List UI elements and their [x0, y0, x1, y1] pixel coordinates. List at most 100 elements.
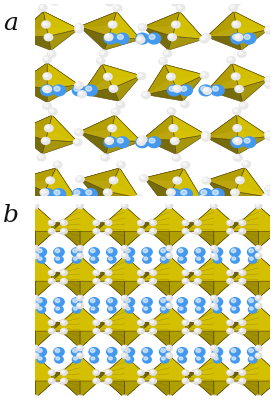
- Polygon shape: [96, 372, 153, 398]
- Circle shape: [93, 270, 100, 276]
- Circle shape: [138, 221, 141, 223]
- Circle shape: [54, 161, 62, 168]
- Circle shape: [201, 134, 210, 141]
- Polygon shape: [269, 188, 273, 206]
- Circle shape: [197, 357, 200, 360]
- Circle shape: [4, 220, 10, 226]
- Circle shape: [235, 155, 239, 158]
- Circle shape: [212, 348, 222, 356]
- Circle shape: [37, 356, 46, 363]
- Circle shape: [61, 220, 67, 226]
- Polygon shape: [209, 244, 246, 257]
- Circle shape: [109, 85, 118, 92]
- Circle shape: [234, 154, 242, 161]
- Circle shape: [49, 329, 52, 332]
- Circle shape: [160, 58, 164, 62]
- Circle shape: [89, 298, 99, 306]
- Circle shape: [72, 298, 82, 306]
- Circle shape: [240, 271, 243, 273]
- Circle shape: [231, 349, 236, 352]
- Circle shape: [78, 346, 81, 348]
- Circle shape: [78, 396, 81, 398]
- Circle shape: [75, 129, 83, 136]
- Polygon shape: [52, 306, 80, 348]
- Polygon shape: [80, 179, 108, 205]
- Circle shape: [94, 370, 97, 373]
- Circle shape: [235, 138, 238, 142]
- Circle shape: [233, 74, 236, 77]
- Polygon shape: [80, 168, 120, 192]
- Circle shape: [244, 138, 250, 143]
- Polygon shape: [186, 223, 242, 248]
- Polygon shape: [0, 372, 19, 398]
- Circle shape: [203, 178, 207, 181]
- Circle shape: [211, 395, 217, 400]
- Circle shape: [52, 0, 55, 2]
- Circle shape: [72, 189, 85, 200]
- Circle shape: [90, 356, 98, 363]
- Circle shape: [266, 28, 269, 31]
- Circle shape: [255, 295, 262, 301]
- Circle shape: [182, 228, 189, 234]
- Circle shape: [77, 303, 83, 308]
- Circle shape: [177, 348, 187, 356]
- Circle shape: [169, 190, 175, 195]
- Circle shape: [46, 177, 54, 184]
- Polygon shape: [172, 115, 206, 134]
- Circle shape: [105, 259, 108, 262]
- Circle shape: [94, 221, 97, 223]
- Polygon shape: [79, 132, 109, 154]
- Polygon shape: [16, 115, 52, 140]
- Circle shape: [202, 177, 210, 184]
- Circle shape: [32, 253, 39, 258]
- Circle shape: [17, 229, 20, 232]
- Polygon shape: [79, 12, 117, 26]
- Circle shape: [106, 221, 109, 223]
- Circle shape: [201, 86, 207, 91]
- Circle shape: [200, 72, 209, 79]
- Circle shape: [61, 370, 67, 375]
- Polygon shape: [47, 63, 79, 85]
- Polygon shape: [52, 356, 108, 381]
- Circle shape: [203, 35, 207, 38]
- Circle shape: [265, 26, 273, 33]
- Circle shape: [54, 348, 64, 356]
- Polygon shape: [0, 206, 19, 248]
- Circle shape: [20, 357, 24, 360]
- Circle shape: [239, 102, 248, 109]
- Circle shape: [109, 177, 118, 184]
- Polygon shape: [0, 273, 19, 298]
- Polygon shape: [230, 273, 273, 298]
- Circle shape: [230, 348, 240, 356]
- Circle shape: [248, 356, 257, 363]
- Circle shape: [230, 229, 239, 236]
- Polygon shape: [169, 306, 198, 348]
- Circle shape: [201, 190, 207, 195]
- Circle shape: [16, 270, 23, 276]
- Circle shape: [84, 85, 97, 96]
- Circle shape: [161, 256, 169, 263]
- Circle shape: [214, 257, 218, 260]
- Circle shape: [16, 378, 23, 384]
- Circle shape: [94, 271, 97, 273]
- Circle shape: [72, 306, 81, 313]
- Circle shape: [151, 221, 154, 223]
- Circle shape: [17, 321, 20, 323]
- Polygon shape: [0, 220, 12, 250]
- Polygon shape: [141, 206, 198, 231]
- Polygon shape: [96, 356, 153, 381]
- Polygon shape: [79, 12, 117, 36]
- Polygon shape: [48, 29, 79, 50]
- Circle shape: [204, 246, 213, 253]
- Polygon shape: [269, 115, 273, 134]
- Circle shape: [206, 247, 209, 250]
- Circle shape: [48, 320, 55, 325]
- Circle shape: [183, 329, 186, 332]
- Circle shape: [143, 249, 148, 253]
- Circle shape: [49, 379, 52, 382]
- Circle shape: [20, 299, 25, 302]
- Circle shape: [172, 0, 176, 3]
- Circle shape: [240, 379, 243, 382]
- Circle shape: [166, 353, 173, 358]
- Circle shape: [76, 130, 79, 133]
